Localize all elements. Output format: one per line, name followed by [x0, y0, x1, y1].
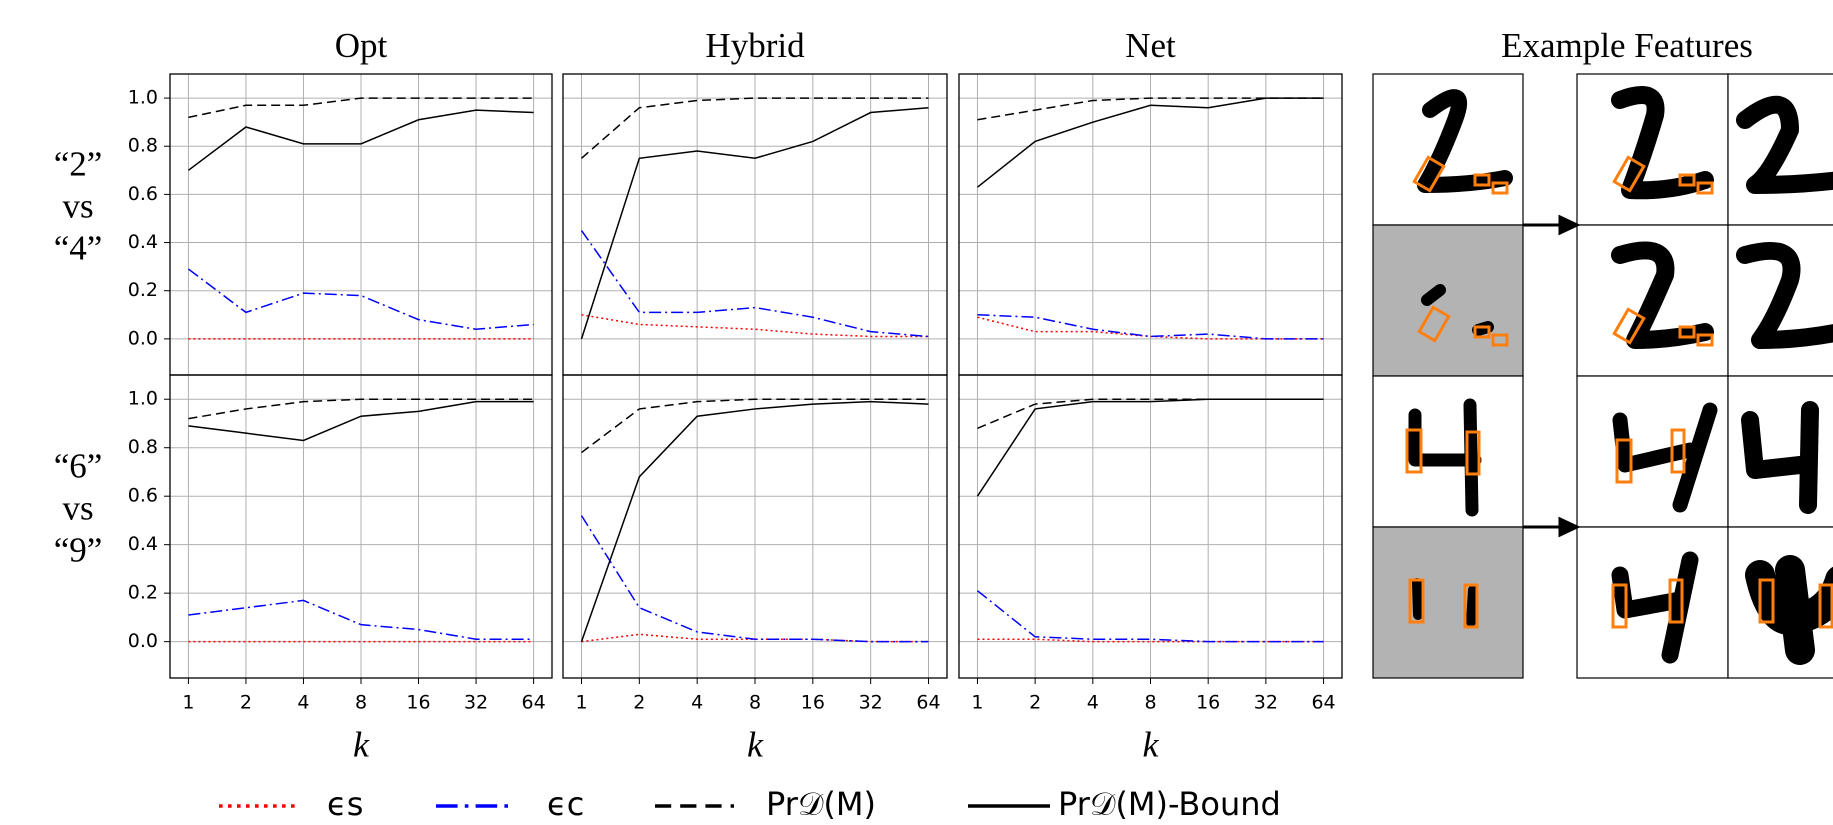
panel: 1 2 4 8 16 32 64 k: [958, 374, 1343, 764]
row-label: “2”: [54, 145, 103, 184]
series-line: [188, 398, 534, 420]
x-tick-label: 1: [971, 692, 983, 714]
row-label: “4”: [54, 229, 103, 268]
x-tick-label: 2: [240, 692, 252, 714]
plot-frame: [958, 374, 1343, 679]
series-line: [188, 400, 534, 442]
x-axis-label: k: [353, 724, 370, 764]
series-line: [580, 400, 929, 642]
y-tick-label: 0.4: [128, 533, 158, 555]
x-tick-label: 8: [355, 692, 367, 714]
row-label: “9”: [54, 531, 103, 570]
panel: Hybrid: [562, 26, 948, 376]
y-tick-label: 0.6: [128, 485, 158, 507]
x-tick-label: 64: [521, 692, 545, 714]
x-tick-label: 32: [464, 692, 488, 714]
x-tick-label: 1: [182, 692, 194, 714]
x-axis-label: k: [1143, 724, 1160, 764]
x-tick-label: 32: [1254, 692, 1278, 714]
x-tick-label: 4: [297, 692, 309, 714]
x-tick-label: 1: [575, 692, 587, 714]
panel: Net: [958, 26, 1343, 376]
series-line: [581, 314, 929, 338]
y-tick-label: 0.0: [128, 327, 158, 349]
y-tick-label: 0.0: [128, 630, 158, 652]
legend-label: Pr𝒟(M): [766, 785, 876, 823]
arrows: [1523, 214, 1581, 538]
series-line: [581, 97, 929, 159]
series-line: [580, 106, 929, 340]
series-line: [977, 398, 1324, 430]
y-tick-label: 0.4: [128, 231, 158, 253]
y-tick-label: 1.0: [128, 388, 158, 410]
x-tick-label: 8: [749, 692, 761, 714]
chart-title: Opt: [335, 26, 388, 65]
panel: 1 2 4 8 16 32 64 k: [562, 374, 948, 764]
y-tick-label: 0.8: [128, 436, 158, 458]
x-tick-label: 64: [1311, 692, 1335, 714]
series-line: [188, 599, 534, 640]
series-line: [581, 398, 929, 454]
series-line: [188, 97, 534, 119]
row-label: “6”: [54, 447, 103, 486]
chart-title: Hybrid: [705, 26, 805, 65]
y-tick-label: 0.8: [128, 135, 158, 157]
row-label: vs: [62, 187, 93, 226]
y-tick-label: 0.2: [128, 279, 158, 301]
legend-label: ϵs: [327, 785, 363, 823]
x-tick-label: 2: [633, 692, 645, 714]
x-tick-label: 2: [1029, 692, 1041, 714]
x-tick-label: 4: [691, 692, 703, 714]
y-tick-label: 1.0: [128, 87, 158, 109]
series-line: [976, 590, 1324, 643]
series-line: [580, 230, 929, 338]
legend-label: Pr𝒟(M)-Bound: [1058, 785, 1281, 823]
panel: 0.0 0.2 0.4 0.6 0.8 1.0 Opt: [128, 26, 553, 376]
y-tick-label: 0.6: [128, 183, 158, 205]
legend-label: ϵc: [547, 785, 584, 823]
series-line: [976, 97, 1324, 188]
series-line: [187, 268, 534, 331]
row-label: vs: [62, 489, 93, 528]
x-tick-label: 16: [406, 692, 430, 714]
plot-frame: [562, 374, 948, 679]
digit-strokes: [1408, 86, 1833, 665]
plot-frame: [169, 374, 553, 679]
x-tick-label: 64: [916, 692, 940, 714]
series-line: [976, 398, 1324, 497]
series-line: [977, 97, 1324, 121]
chart-title: Net: [1125, 26, 1176, 65]
series-line: [580, 515, 929, 643]
x-tick-label: 8: [1144, 692, 1156, 714]
x-tick-label: 32: [859, 692, 883, 714]
x-tick-label: 4: [1087, 692, 1099, 714]
panel: 0.0 0.2 0.4 0.6 0.8 1.0 1 2 4 8 16 32 64 k: [128, 374, 553, 764]
x-axis-label: k: [747, 724, 764, 764]
features-title: Example Features: [1501, 26, 1753, 65]
feature-boxes: [1405, 155, 1833, 629]
x-tick-label: 16: [1196, 692, 1220, 714]
series-line: [977, 314, 1324, 340]
y-tick-label: 0.2: [128, 582, 158, 604]
x-tick-label: 16: [801, 692, 825, 714]
series-line: [187, 109, 534, 171]
